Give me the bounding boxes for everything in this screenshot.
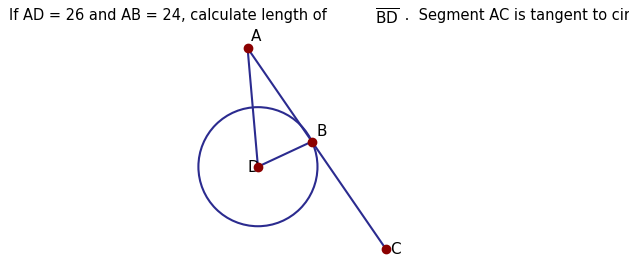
Text: .  Segment AC is tangent to circle D.: . Segment AC is tangent to circle D. [400,8,629,23]
Text: If AD = 26 and AB = 24, calculate length of: If AD = 26 and AB = 24, calculate length… [9,8,332,23]
Text: D: D [247,161,259,175]
Text: C: C [391,242,401,256]
Text: A: A [250,29,261,44]
Text: B: B [316,124,326,138]
Text: $\overline{\mathrm{BD}}$: $\overline{\mathrm{BD}}$ [375,8,399,28]
